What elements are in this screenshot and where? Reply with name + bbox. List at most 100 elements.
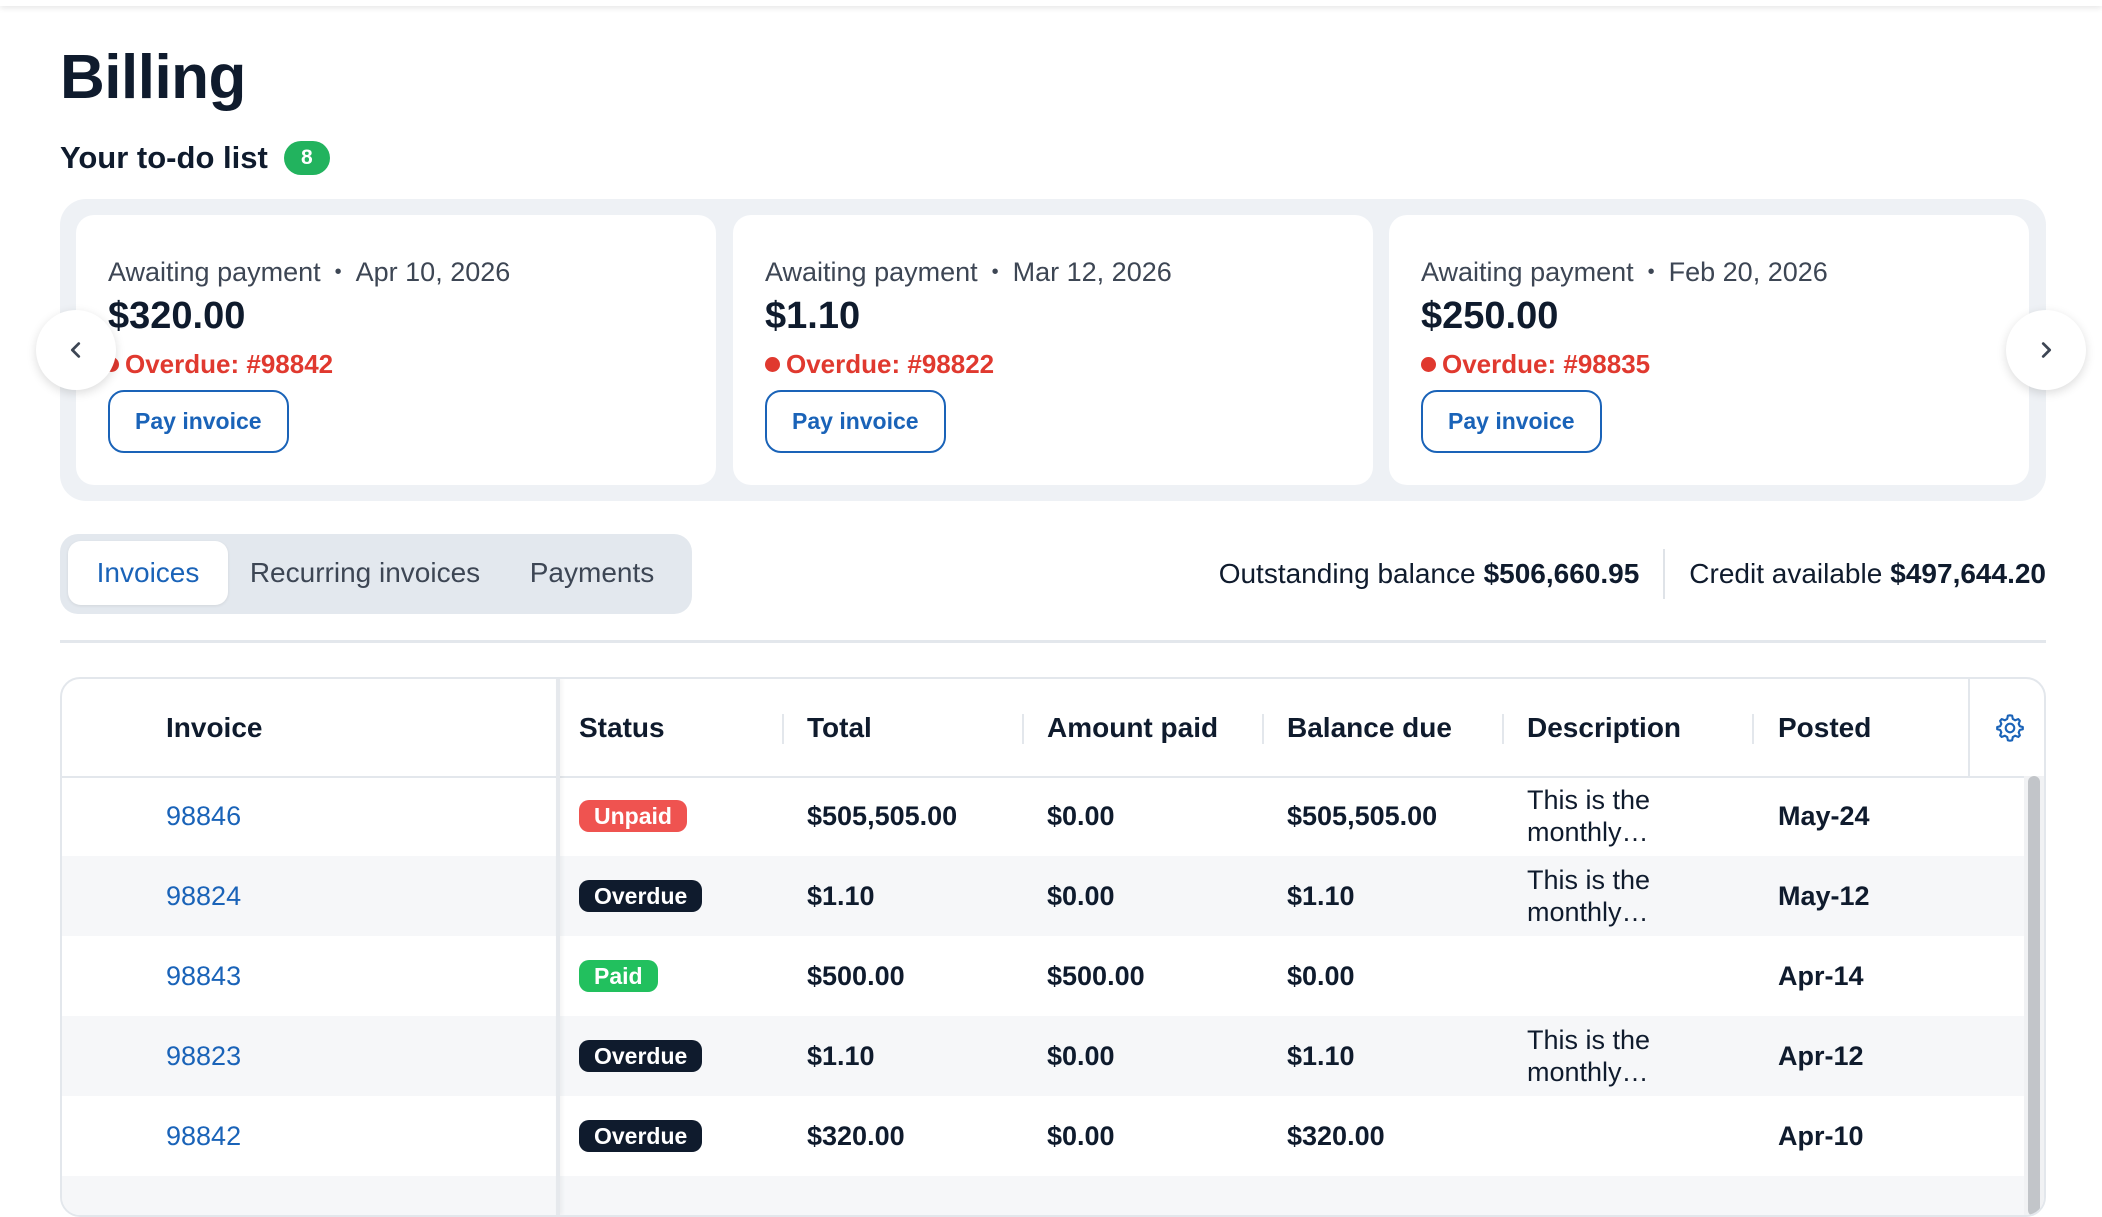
table-row[interactable]: 98824 Overdue $1.10 $0.00 $1.10 This is … <box>62 856 2024 936</box>
status-cell: Overdue <box>579 1016 703 1096</box>
todo-carousel: Awaiting payment • Apr 10, 2026 $320.00 … <box>60 199 2046 501</box>
invoice-tabs: Invoices Recurring invoices Payments <box>60 534 692 614</box>
balance-due-cell: $505,505.00 <box>1287 800 1438 831</box>
balance-due-cell: $320.00 <box>1287 1120 1385 1151</box>
card-overdue-text: Overdue: #98822 <box>786 349 995 379</box>
invoice-link[interactable]: 98843 <box>166 960 242 991</box>
posted-cell: May-24 <box>1778 800 1870 831</box>
card-overdue-text: Overdue: #98835 <box>1442 349 1651 379</box>
posted-cell: May-12 <box>1778 880 1870 911</box>
card-status: Awaiting payment <box>108 257 321 287</box>
overdue-dot-icon <box>765 357 780 372</box>
frozen-column-divider <box>556 679 560 1215</box>
balance-divider <box>1663 549 1666 599</box>
card-overdue: Overdue: #98835 <box>1421 349 1650 380</box>
card-meta: Awaiting payment • Mar 12, 2026 <box>765 257 1172 288</box>
balance-due-cell: $1.10 <box>1287 1040 1355 1071</box>
card-status: Awaiting payment <box>765 257 978 287</box>
column-header-balance-due[interactable]: Balance due <box>1287 711 1452 743</box>
table-row[interactable]: 98846 Unpaid $505,505.00 $0.00 $505,505.… <box>62 776 2024 856</box>
pay-invoice-button[interactable]: Pay invoice <box>108 390 289 453</box>
balance-summary: Outstanding balance $506,660.95 Credit a… <box>1219 549 2046 599</box>
card-status: Awaiting payment <box>1421 257 1634 287</box>
invoice-link[interactable]: 98823 <box>166 1040 242 1071</box>
balance-due-cell: $0.00 <box>1287 960 1355 991</box>
meta-separator: • <box>1647 261 1655 283</box>
table-row[interactable]: 98843 Paid $500.00 $500.00 $0.00 Apr-14 <box>62 936 2024 1016</box>
tab-recurring-invoices[interactable]: Recurring invoices <box>249 557 481 588</box>
card-overdue: Overdue: #98842 <box>104 349 333 380</box>
column-header-amount-paid[interactable]: Amount paid <box>1047 711 1219 743</box>
tab-payments[interactable]: Payments <box>529 557 655 588</box>
posted-cell: Apr-14 <box>1778 960 1864 991</box>
column-header-posted[interactable]: Posted <box>1778 711 1872 743</box>
card-date: Mar 12, 2026 <box>1012 257 1172 287</box>
amount-paid-cell: $500.00 <box>1047 960 1145 991</box>
pay-invoice-button[interactable]: Pay invoice <box>1421 390 1602 453</box>
overdue-dot-icon <box>1421 357 1436 372</box>
column-header-description[interactable]: Description <box>1527 711 1682 743</box>
balance-due-cell: $1.10 <box>1287 880 1355 911</box>
column-separator <box>1752 714 1754 744</box>
total-cell: $505,505.00 <box>807 800 958 831</box>
todo-count-badge: 8 <box>283 141 330 175</box>
scrollbar-thumb[interactable] <box>2028 776 2040 1215</box>
outstanding-balance-value: $506,660.95 <box>1483 558 1640 589</box>
meta-separator: • <box>991 261 999 283</box>
status-cell: Overdue <box>579 1096 703 1176</box>
column-header-status[interactable]: Status <box>579 711 665 743</box>
table-row[interactable]: 98842 Overdue $320.00 $0.00 $320.00 Apr-… <box>62 1096 2024 1176</box>
card-amount: $320.00 <box>108 295 246 337</box>
invoice-link[interactable]: 98824 <box>166 880 242 911</box>
table-row[interactable]: 98823 Overdue $1.10 $0.00 $1.10 This is … <box>62 1016 2024 1096</box>
column-separator <box>1022 714 1024 744</box>
carousel-prev-button[interactable] <box>36 310 116 390</box>
column-header-invoice[interactable]: Invoice <box>166 711 263 743</box>
status-badge: Unpaid <box>579 800 687 832</box>
total-cell: $320.00 <box>807 1120 905 1151</box>
table-scrollbar[interactable] <box>2024 776 2044 1215</box>
description-cell: This is the monthly… <box>1527 785 1651 847</box>
description-cell <box>1527 1096 1677 1176</box>
card-overdue-text: Overdue: #98842 <box>125 349 334 379</box>
credit-available-label: Credit available <box>1689 558 1883 589</box>
status-badge: Overdue <box>579 880 703 912</box>
invoice-link[interactable]: 98842 <box>166 1120 242 1151</box>
posted-cell: Apr-10 <box>1778 1120 1864 1151</box>
posted-cell: Apr-12 <box>1778 1040 1864 1071</box>
tab-invoices[interactable]: Invoices <box>68 541 228 605</box>
column-separator <box>782 714 784 744</box>
invoice-link[interactable]: 98846 <box>166 800 242 831</box>
column-separator <box>1262 714 1264 744</box>
total-cell: $500.00 <box>807 960 905 991</box>
card-date: Apr 10, 2026 <box>355 257 511 287</box>
status-badge: Overdue <box>579 1040 703 1072</box>
todo-heading: Your to-do list 8 <box>60 140 330 176</box>
todo-heading-label: Your to-do list <box>60 140 268 175</box>
table-settings-button[interactable] <box>1968 679 2044 776</box>
meta-separator: • <box>334 261 342 283</box>
description-cell: This is the monthly… <box>1527 1025 1651 1087</box>
card-amount: $1.10 <box>765 295 861 337</box>
status-badge: Paid <box>579 960 658 992</box>
amount-paid-cell: $0.00 <box>1047 800 1115 831</box>
top-bar <box>0 0 2102 6</box>
todo-card: Awaiting payment • Mar 12, 2026 $1.10 Ov… <box>733 215 1373 485</box>
pay-invoice-button[interactable]: Pay invoice <box>765 390 946 453</box>
chevron-right-icon <box>2041 342 2052 358</box>
status-cell: Overdue <box>579 856 703 936</box>
card-meta: Awaiting payment • Feb 20, 2026 <box>1421 257 1828 288</box>
carousel-next-button[interactable] <box>2006 310 2086 390</box>
status-cell: Unpaid <box>579 776 687 856</box>
status-cell: Paid <box>579 936 658 1016</box>
gear-icon <box>1996 713 2024 742</box>
section-divider <box>60 640 2046 643</box>
credit-available-value: $497,644.20 <box>1890 558 2046 589</box>
column-separator <box>1502 714 1504 744</box>
table-row[interactable] <box>62 1176 2024 1215</box>
invoices-table: Invoice Status Total Amount paid Balance… <box>60 677 2046 1217</box>
todo-card: Awaiting payment • Apr 10, 2026 $320.00 … <box>76 215 716 485</box>
amount-paid-cell: $0.00 <box>1047 880 1115 911</box>
column-header-total[interactable]: Total <box>807 711 872 743</box>
amount-paid-cell: $0.00 <box>1047 1040 1115 1071</box>
